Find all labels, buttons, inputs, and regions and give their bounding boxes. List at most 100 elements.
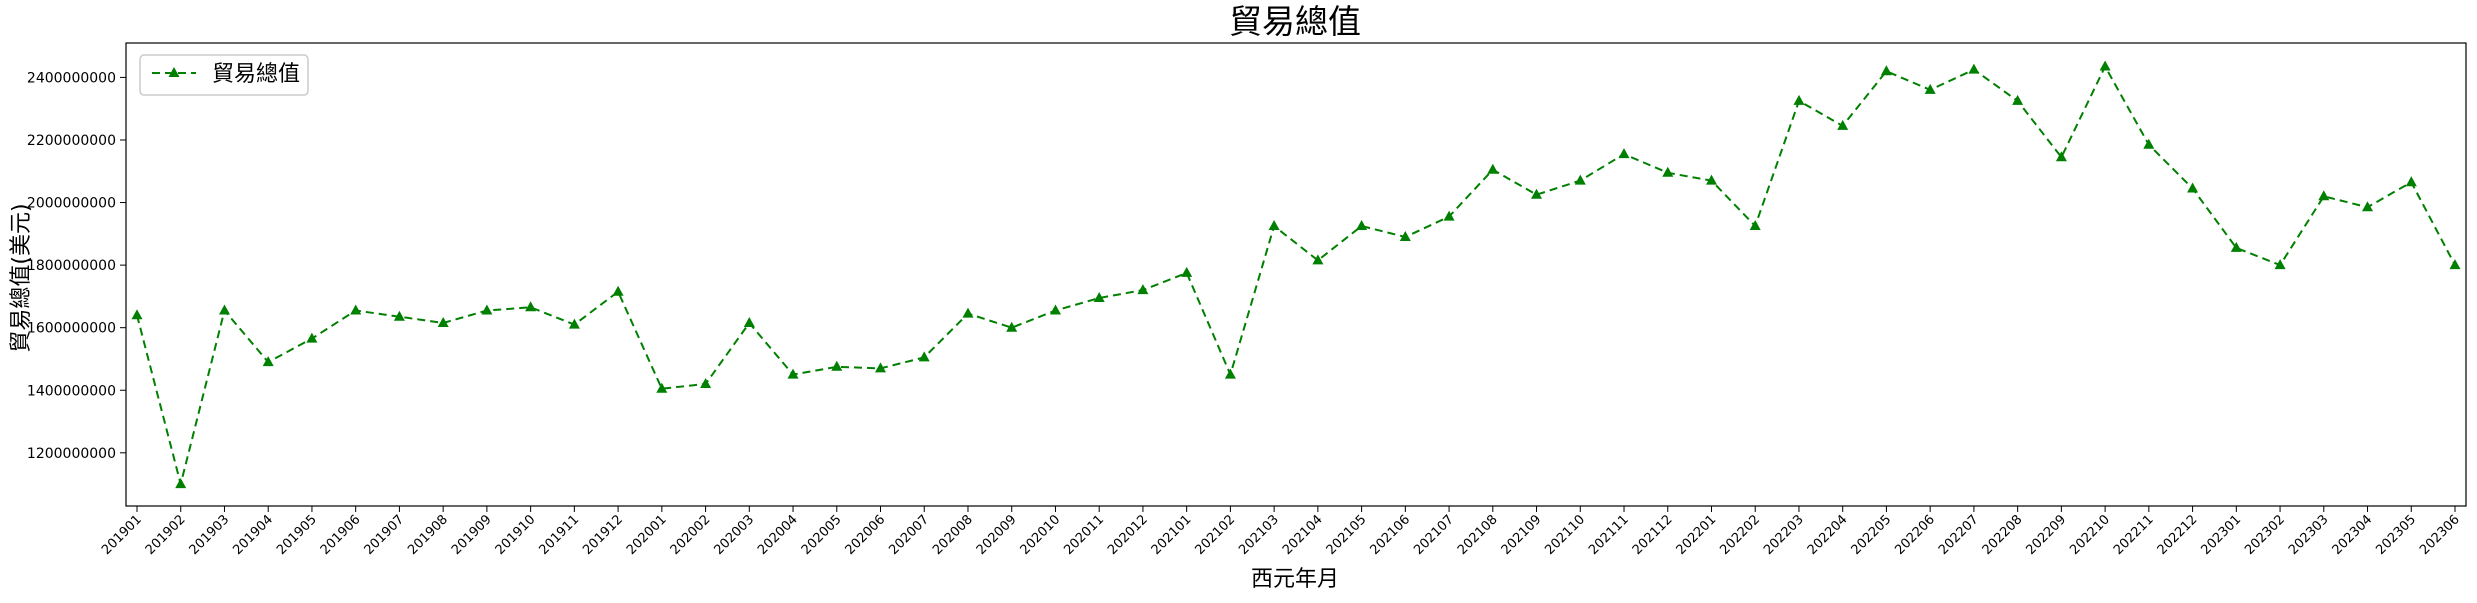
- x-tick-label: 202204: [1805, 512, 1851, 558]
- x-tick-label: 202111: [1586, 512, 1632, 558]
- x-tick-label: 202109: [1499, 512, 1545, 558]
- data-point: [2318, 190, 2330, 201]
- x-tick-label: 202211: [2111, 512, 2157, 558]
- data-point: [393, 310, 405, 321]
- x-tick-label: 201904: [230, 512, 276, 558]
- x-axis-label: 西元年月: [1251, 567, 1339, 592]
- x-tick-label: 202001: [624, 512, 670, 558]
- data-point: [1574, 174, 1586, 185]
- data-point: [1050, 304, 1061, 315]
- x-tick-label: 202110: [1542, 512, 1588, 558]
- data-point: [1793, 94, 1805, 105]
- x-tick-label: 201905: [274, 512, 320, 558]
- x-tick-label: 202011: [1061, 512, 1107, 558]
- x-tick-label: 202108: [1455, 512, 1501, 558]
- x-tick-label: 202203: [1761, 512, 1807, 558]
- data-point: [306, 332, 318, 343]
- y-tick-label: 2000000000: [27, 196, 116, 212]
- x-tick-label: 202202: [1717, 512, 1763, 558]
- data-point: [1837, 119, 1849, 130]
- data-point: [1006, 321, 1018, 332]
- data-point: [219, 304, 230, 315]
- legend-marker: [168, 67, 180, 77]
- legend-box: [139, 54, 309, 96]
- data-point: [1312, 254, 1324, 265]
- x-tick-label: 202009: [974, 512, 1020, 558]
- data-point: [875, 362, 886, 373]
- x-tick-label: 201912: [580, 512, 626, 558]
- x-tick-label: 202301: [2198, 512, 2244, 558]
- y-axis-label: 貿易總值(美元): [9, 203, 34, 352]
- data-point: [1399, 231, 1411, 241]
- data-point: [1093, 292, 1105, 302]
- axes-frame: [125, 42, 2467, 507]
- x-tick-label: 202106: [1367, 512, 1413, 558]
- legend: 貿易總值: [139, 54, 309, 96]
- legend-label: 貿易總值: [212, 62, 300, 87]
- x-tick-label: 202304: [2330, 512, 2376, 558]
- x-tick-label: 201907: [362, 512, 408, 558]
- x-tick-label: 202104: [1280, 512, 1326, 558]
- data-point: [1356, 220, 1368, 230]
- data-point: [1880, 65, 1892, 76]
- data-point: [656, 382, 668, 393]
- data-point: [1487, 163, 1499, 174]
- x-tick-label: 202201: [1674, 512, 1720, 558]
- x-tick-label: 201908: [405, 512, 451, 558]
- data-point: [612, 285, 624, 296]
- x-tick-label: 202002: [668, 512, 714, 558]
- x-tick-label: 202103: [1236, 512, 1282, 558]
- x-tick-label: 202302: [2242, 512, 2288, 558]
- data-point: [1618, 148, 1630, 159]
- x-tick-label: 201910: [493, 512, 539, 558]
- x-tick-label: 202207: [1936, 512, 1982, 558]
- x-tick-label: 202008: [930, 512, 976, 558]
- y-tick-label: 1200000000: [27, 446, 116, 462]
- data-point: [1531, 188, 1542, 199]
- data-point: [481, 304, 493, 315]
- x-tick-label: 202005: [799, 512, 845, 558]
- data-point: [1137, 284, 1149, 295]
- data-point: [1749, 220, 1761, 230]
- data-point: [175, 478, 187, 489]
- x-tick-label: 201901: [99, 512, 145, 558]
- x-tick-label: 202003: [711, 512, 757, 558]
- x-tick-label: 202006: [843, 512, 889, 558]
- data-point: [262, 356, 274, 367]
- data-point: [962, 307, 974, 318]
- data-point: [2362, 201, 2373, 212]
- x-tick-label: 201903: [187, 512, 233, 558]
- data-point: [131, 309, 143, 320]
- data-point: [1662, 166, 1674, 177]
- x-tick-label: 202012: [1105, 512, 1151, 558]
- data-point: [2143, 138, 2155, 149]
- data-point: [2099, 60, 2111, 71]
- y-tick-label: 2400000000: [27, 70, 116, 86]
- y-tick-label: 1800000000: [27, 258, 116, 274]
- x-tick-label: 202210: [2067, 512, 2113, 558]
- x-tick-label: 202107: [1411, 512, 1457, 558]
- data-point: [831, 360, 843, 371]
- data-point: [2230, 241, 2242, 252]
- chart-title: 貿易總值: [1229, 2, 1361, 41]
- data-point: [1181, 266, 1193, 277]
- data-point: [787, 368, 799, 379]
- y-tick-label: 2200000000: [27, 133, 116, 149]
- data-point: [525, 301, 537, 312]
- x-tick-label: 202112: [1630, 512, 1676, 558]
- data-point: [350, 304, 362, 315]
- data-point: [437, 317, 449, 327]
- x-tick-label: 202306: [2417, 512, 2463, 558]
- data-point: [743, 317, 755, 327]
- x-tick-label: 202205: [1849, 512, 1895, 558]
- data-point: [2405, 176, 2417, 187]
- data-point: [700, 378, 712, 388]
- x-tick-label: 202305: [2373, 512, 2419, 558]
- data-point: [1706, 174, 1717, 185]
- series-line: [136, 64, 2456, 485]
- data-point: [2055, 151, 2067, 162]
- x-tick-label: 202206: [1892, 512, 1938, 558]
- x-tick-label: 202102: [1193, 512, 1239, 558]
